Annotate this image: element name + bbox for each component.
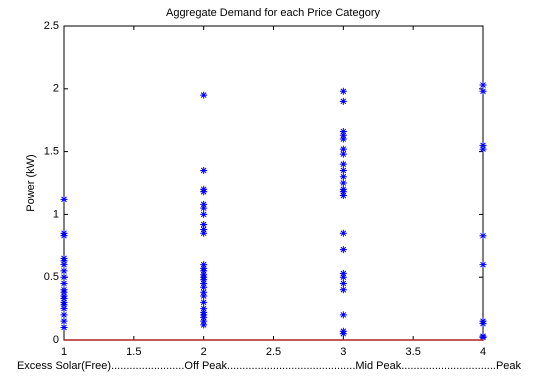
point	[60, 305, 68, 313]
point	[339, 145, 347, 153]
x-tick-label: 2.5	[266, 346, 281, 358]
point	[200, 298, 208, 306]
point	[339, 135, 347, 143]
point	[60, 317, 68, 325]
point	[200, 188, 208, 196]
point	[200, 279, 208, 287]
point	[479, 81, 487, 89]
point	[60, 311, 68, 319]
point	[339, 273, 347, 281]
x-axis-label: Excess Solar(Free)......................…	[17, 360, 522, 372]
point	[200, 229, 208, 237]
point	[339, 311, 347, 319]
point	[339, 192, 347, 200]
point	[200, 292, 208, 300]
point	[60, 323, 68, 331]
point	[200, 321, 208, 329]
point	[339, 150, 347, 158]
point	[200, 200, 208, 208]
point	[60, 301, 68, 309]
y-axis-label: Power (kW)	[25, 154, 37, 211]
point	[200, 313, 208, 321]
x-tick-label: 1.5	[126, 346, 141, 358]
x-tick-label: 2	[201, 346, 207, 358]
y-tick-label: 0.5	[44, 271, 59, 283]
y-tick-label: 2	[53, 83, 59, 95]
point	[479, 145, 487, 153]
point	[479, 232, 487, 240]
x-tick-label: 1	[61, 346, 67, 358]
x-tick-label: 3.5	[406, 346, 421, 358]
point	[200, 210, 208, 218]
point	[60, 273, 68, 281]
point	[479, 320, 487, 328]
point	[200, 288, 208, 296]
point	[60, 195, 68, 203]
point	[200, 276, 208, 284]
point	[339, 173, 347, 181]
point	[339, 97, 347, 105]
point	[339, 87, 347, 95]
point	[339, 330, 347, 338]
point	[60, 257, 68, 265]
y-tick-label: 2.5	[44, 20, 59, 32]
point	[60, 261, 68, 269]
point	[479, 333, 487, 341]
point	[339, 160, 347, 168]
chart-title: Aggregate Demand for each Price Category	[166, 7, 381, 19]
point	[60, 232, 68, 240]
point	[200, 204, 208, 212]
point	[339, 179, 347, 187]
point	[339, 286, 347, 294]
point	[339, 229, 347, 237]
point	[479, 261, 487, 269]
point	[339, 246, 347, 254]
point	[339, 188, 347, 196]
point	[339, 269, 347, 277]
point	[200, 225, 208, 233]
point	[200, 305, 208, 313]
point	[200, 220, 208, 228]
x-tick-label: 4	[480, 346, 486, 358]
point	[339, 166, 347, 174]
point	[200, 91, 208, 99]
point	[339, 279, 347, 287]
y-tick-label: 1	[53, 208, 59, 220]
point	[339, 128, 347, 136]
x-tick-label: 3	[340, 346, 346, 358]
point	[200, 267, 208, 275]
point	[339, 131, 347, 139]
y-tick-label: 1.5	[44, 146, 59, 158]
point	[200, 261, 208, 269]
point	[60, 279, 68, 287]
point	[200, 317, 208, 325]
point	[200, 166, 208, 174]
point	[200, 283, 208, 291]
y-tick-label: 0	[53, 334, 59, 346]
point	[60, 288, 68, 296]
point	[479, 87, 487, 95]
point	[479, 141, 487, 149]
point	[60, 267, 68, 275]
point	[60, 295, 68, 303]
